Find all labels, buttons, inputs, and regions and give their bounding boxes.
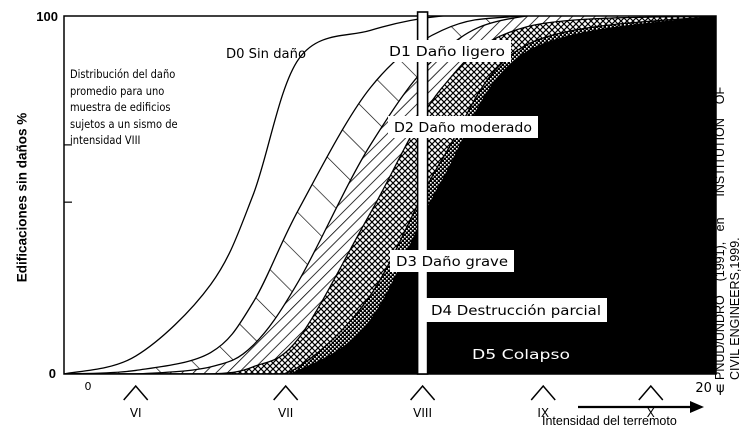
x-end-label: 20 ψ [695,381,724,396]
annotation-line: intensidad VIII [70,133,141,147]
y-axis-label: Edificaciones sin daños % [14,112,30,283]
y-tick-label: 100 [36,9,58,24]
source-line: PNUD/UNDRO (1991), en INSTITUTION OF [713,86,727,380]
series-label: D4 Destrucción parcial [431,304,601,319]
arrowhead-icon [690,401,704,413]
series-label-box [390,250,514,272]
annotation-line: sujetos a un sismo de [70,116,178,131]
series-label: D1 Daño ligero [389,45,505,60]
damage-area-5 [64,16,716,374]
series-label-box [383,40,511,62]
intensity-marker-bar [416,11,429,375]
x-origin-label: 0 [85,380,92,393]
x-tick-mark [410,384,436,401]
series-label: D3 Daño grave [396,255,508,270]
chart-annotation: Distribución del daño promedio para uno … [70,66,208,149]
x-tick-label: X [647,406,655,420]
source-line: CIVIL ENGINEERS,1999. [728,237,742,380]
annotation-line: Distribución del daño [70,67,176,81]
x-tick-mark [123,384,149,401]
annotation-line: muestra de edificios [70,100,171,114]
series-label: D5 Colapso [472,348,570,363]
series-label-box [425,298,607,322]
x-tick-mark [530,384,556,401]
series-label: D0 Sin daño [226,47,306,62]
source-note: PNUD/UNDRO (1991), en INSTITUTION OF CIV… [713,0,743,380]
series-label: D2 Daño moderado [394,121,532,136]
x-tick-mark [638,384,664,401]
x-tick-label: VIII [413,406,432,420]
annotation-line: promedio para uno [70,83,165,98]
y-tick-label: 0 [49,366,56,381]
x-tick-label: IX [537,406,549,420]
x-tick-label: VI [130,406,142,420]
x-tick-label: VII [278,406,293,420]
x-tick-mark [273,384,299,401]
x-axis-label: Intensidad del terremoto [542,414,677,428]
series-label-box [388,116,538,138]
plot-frame [63,15,717,375]
